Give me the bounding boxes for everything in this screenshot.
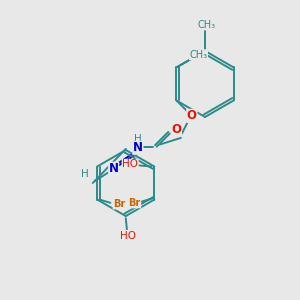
Text: O: O — [171, 123, 182, 136]
Text: CH₃: CH₃ — [189, 50, 208, 60]
Text: Br: Br — [113, 199, 125, 209]
Text: HO: HO — [122, 159, 138, 169]
Text: H: H — [81, 169, 89, 179]
Text: N: N — [133, 141, 143, 154]
Text: HO: HO — [120, 231, 136, 241]
Text: CH₃: CH₃ — [197, 20, 215, 29]
Text: Br: Br — [128, 198, 141, 208]
Text: O: O — [187, 110, 197, 122]
Text: N: N — [109, 162, 119, 175]
Text: H: H — [134, 134, 142, 144]
